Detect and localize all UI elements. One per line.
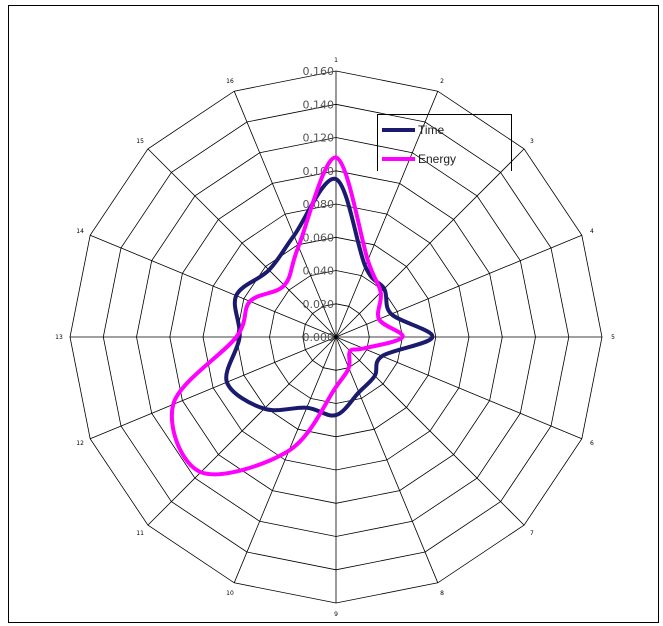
radial-tick-label: 0.040 xyxy=(303,265,335,278)
spoke-label: 1 xyxy=(334,57,338,64)
data-series xyxy=(169,155,435,477)
spoke-line xyxy=(335,336,525,526)
spoke-label: 7 xyxy=(530,530,534,537)
spoke-line xyxy=(335,234,582,338)
spoke-line xyxy=(147,148,337,338)
legend: Time Energy xyxy=(377,114,512,171)
radial-tick-label: 0.020 xyxy=(303,298,335,311)
spoke-line xyxy=(90,336,337,440)
spoke-label: 10 xyxy=(226,590,234,597)
spoke-label: 3 xyxy=(530,138,534,145)
spoke-line xyxy=(147,336,337,526)
legend-item-energy: Energy xyxy=(378,151,456,167)
spoke-label: 9 xyxy=(334,611,338,618)
legend-swatch-time xyxy=(382,128,415,132)
spoke-label: 8 xyxy=(440,590,444,597)
legend-item-time: Time xyxy=(378,122,444,138)
spoke-line xyxy=(335,336,439,583)
radial-tick-label: 0.160 xyxy=(303,65,335,78)
spoke-line xyxy=(90,234,337,338)
spoke-label: 11 xyxy=(136,530,144,537)
radial-tick-label: 0.120 xyxy=(303,132,335,145)
radial-tick-label: 0.100 xyxy=(303,165,335,178)
spoke-line xyxy=(233,336,337,583)
radial-tick-label: 0.060 xyxy=(303,231,335,244)
radial-tick-label: 0.140 xyxy=(303,98,335,111)
radar-grid xyxy=(69,70,603,604)
spoke-label: 14 xyxy=(76,228,84,235)
spoke-label: 13 xyxy=(55,334,63,341)
legend-label-time: Time xyxy=(418,123,445,137)
spoke-line xyxy=(335,336,582,440)
series-line-energy xyxy=(169,155,405,477)
radial-tick-label: 0.000 xyxy=(303,331,335,344)
legend-label-energy: Energy xyxy=(418,152,457,166)
radial-tick-labels: 0.0000.0200.0400.0600.0800.1000.1200.140… xyxy=(303,65,335,344)
spoke-label: 4 xyxy=(590,228,594,235)
spoke-label: 6 xyxy=(590,440,594,447)
spoke-label: 5 xyxy=(611,334,615,341)
spoke-line xyxy=(335,91,439,338)
series-line-time xyxy=(224,177,435,418)
spoke-label: 2 xyxy=(440,78,444,85)
spoke-line xyxy=(335,148,525,338)
spoke-line xyxy=(233,91,337,338)
spoke-label: 12 xyxy=(76,440,84,447)
spoke-label: 15 xyxy=(136,138,144,145)
legend-swatch-energy xyxy=(382,157,415,161)
chart-frame xyxy=(8,5,659,623)
spoke-label: 16 xyxy=(226,78,234,85)
